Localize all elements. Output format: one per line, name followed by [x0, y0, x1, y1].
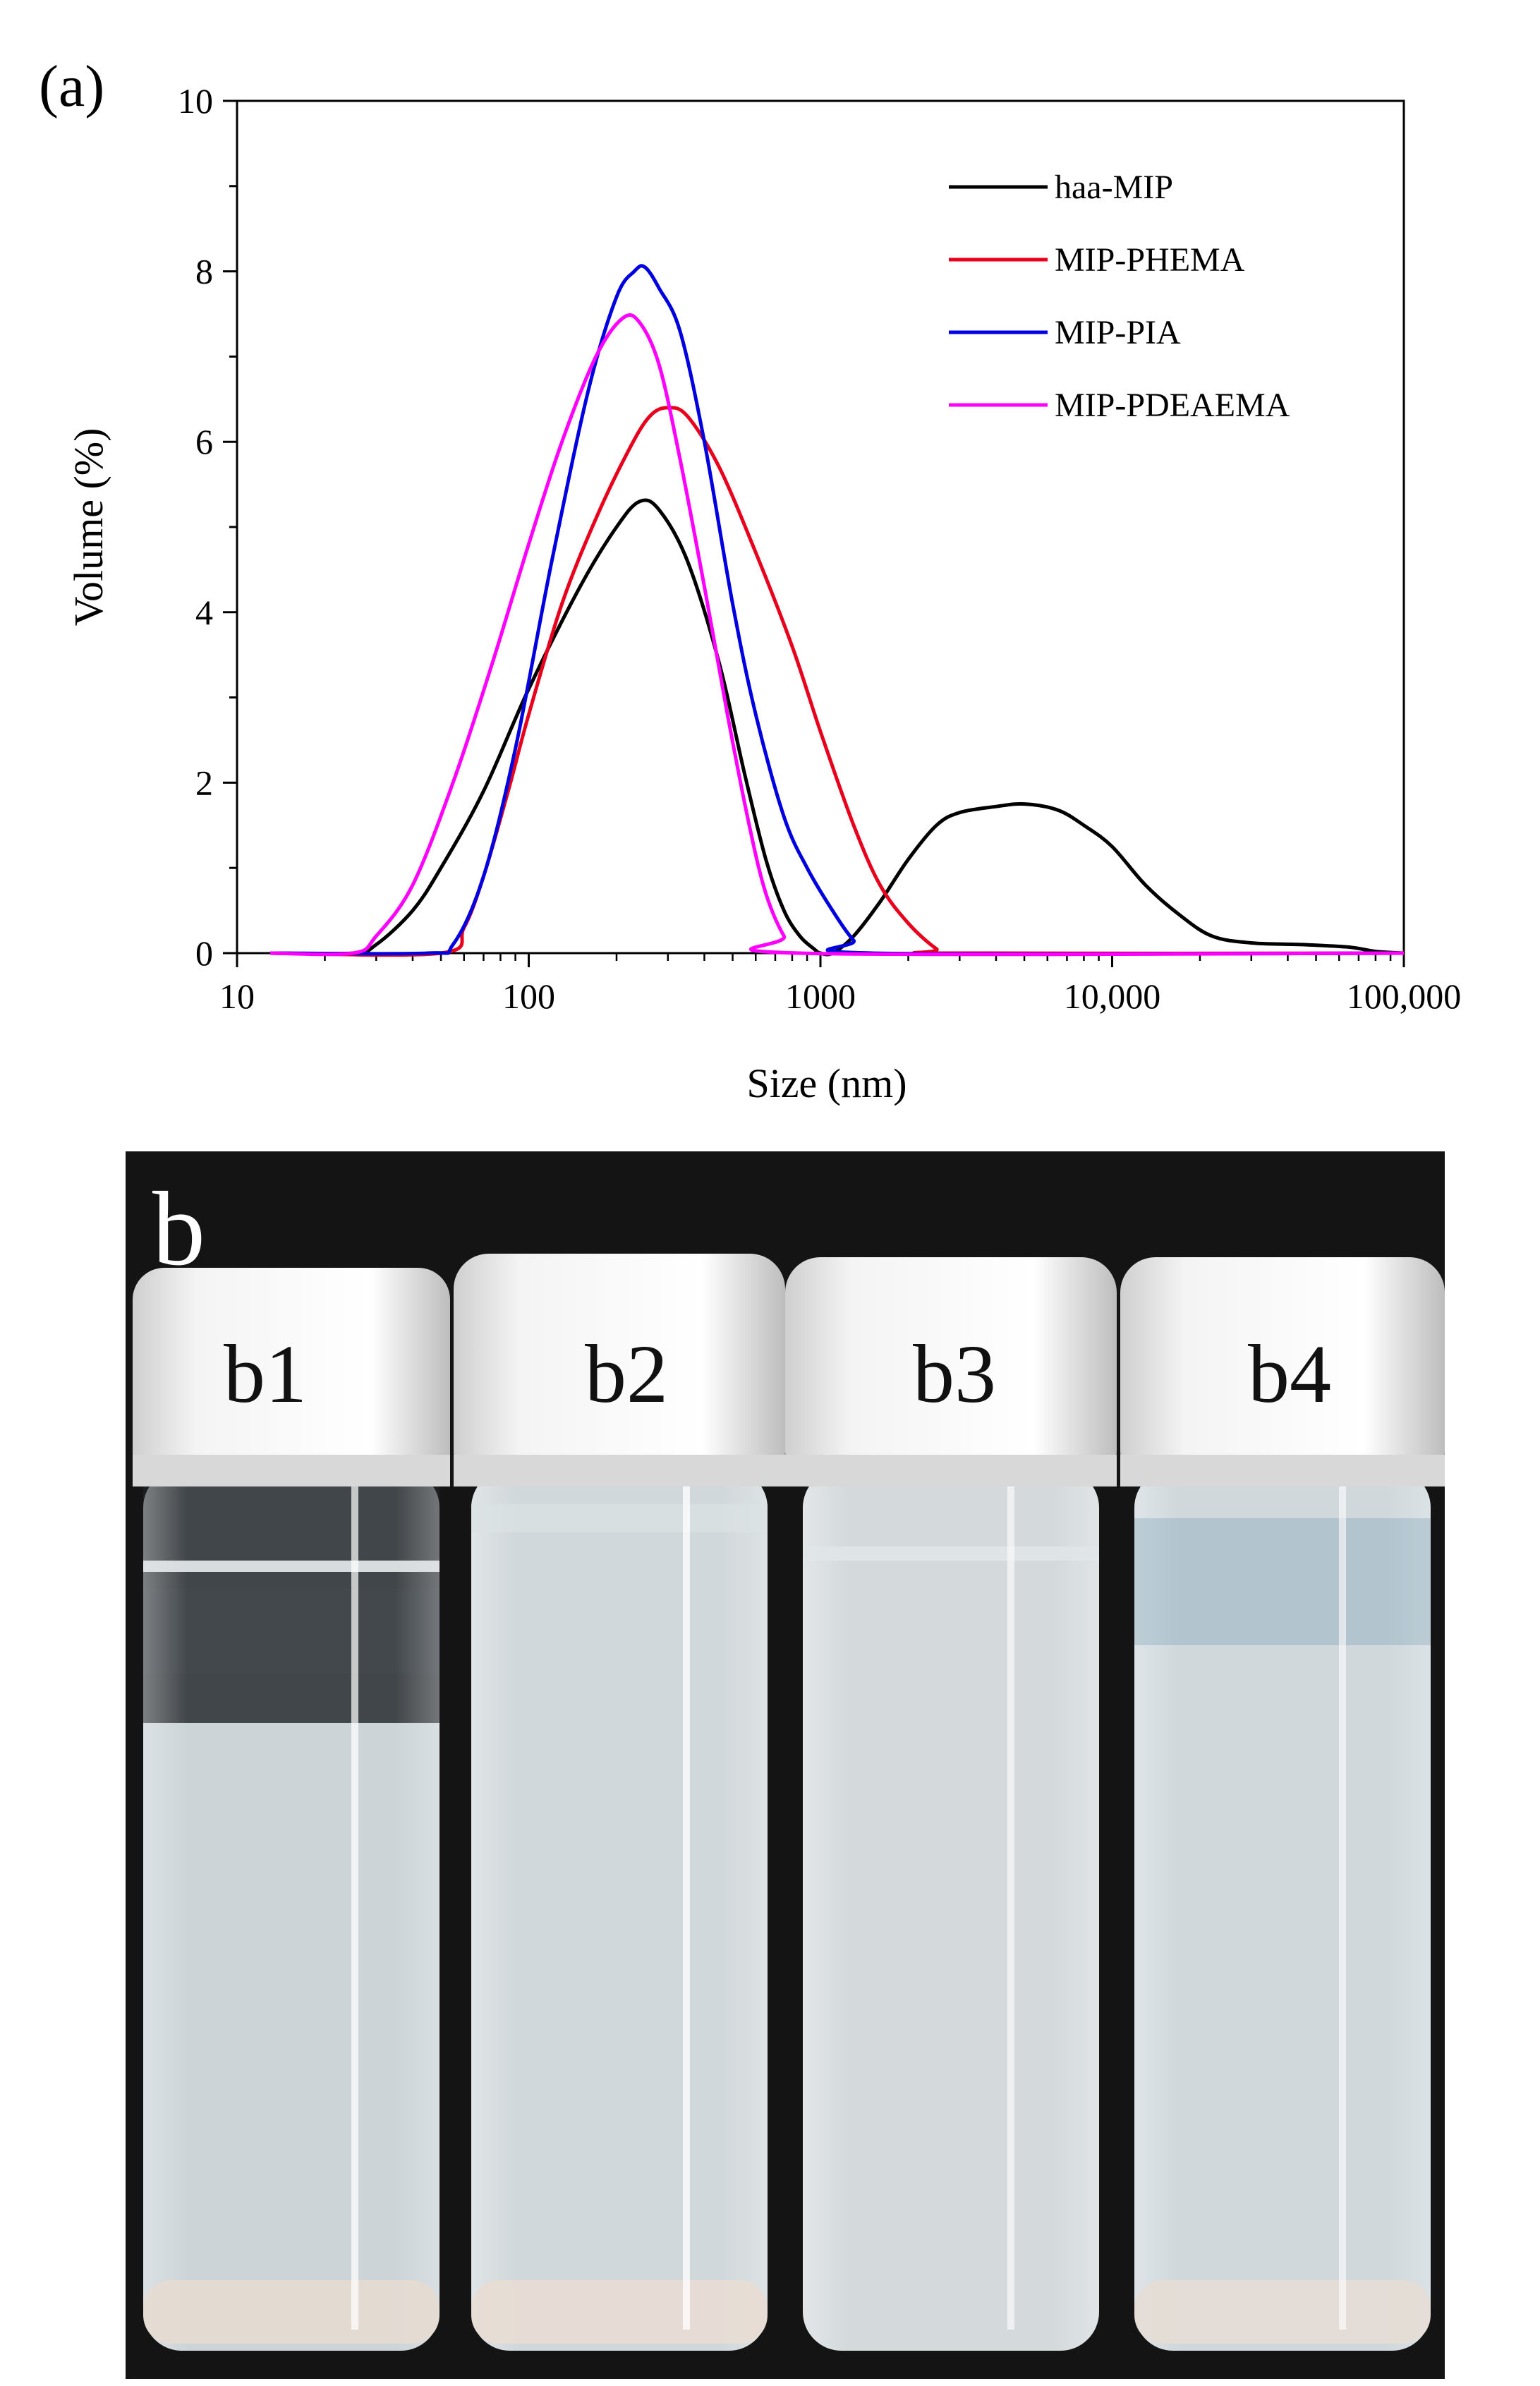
y-tick-label: 6 — [195, 422, 213, 461]
series-line-1 — [270, 406, 1405, 957]
y-axis-ticks: 0 2 4 6 8 10 — [178, 81, 237, 973]
x-tick-label: 100 — [502, 976, 555, 1016]
legend: haa-MIP MIP-PHEMA MIP-PIA MIP-PDEAEMA — [949, 169, 1290, 424]
panel-label-b: b — [152, 1170, 205, 1288]
y-tick-label: 8 — [195, 252, 213, 291]
vial-b1: b1 — [133, 1268, 450, 2351]
vial-label-b2: b2 — [585, 1328, 668, 1420]
vial-b4: b4 — [1120, 1257, 1445, 2351]
series-line-3 — [270, 313, 1405, 957]
x-axis-label: Size (nm) — [746, 1060, 907, 1106]
plot-frame — [236, 99, 1405, 955]
y-tick-label: 4 — [195, 593, 213, 632]
y-tick-label: 10 — [178, 81, 213, 121]
x-tick-label: 10,000 — [1064, 976, 1161, 1016]
series-line-0 — [270, 498, 1405, 957]
panel-label-a: (a) — [39, 54, 104, 119]
y-axis-label: Volume (%) — [66, 428, 111, 626]
legend-label: haa-MIP — [1055, 169, 1173, 206]
vial-b3: b3 — [785, 1257, 1117, 2351]
series-line-2 — [270, 264, 1405, 956]
x-tick-label: 1000 — [785, 976, 856, 1016]
vial-label-b4: b4 — [1248, 1328, 1331, 1420]
vial-label-b1: b1 — [224, 1328, 307, 1420]
size-distribution-chart: (a) 0 2 4 6 8 10 10 100 1000 10,000 100,000 haa-M… — [39, 54, 1461, 1106]
x-tick-label: 100,000 — [1347, 976, 1462, 1016]
vial-b2: b2 — [454, 1254, 785, 2351]
x-axis-ticks: 10 100 1000 10,000 100,000 — [219, 953, 1461, 1016]
legend-label: MIP-PIA — [1055, 314, 1181, 351]
legend-label: MIP-PHEMA — [1055, 241, 1245, 279]
vial-label-b3: b3 — [913, 1328, 996, 1420]
legend-label: MIP-PDEAEMA — [1055, 387, 1290, 424]
y-tick-label: 0 — [195, 933, 213, 973]
series-lines — [270, 264, 1405, 957]
x-tick-label: 10 — [219, 976, 255, 1016]
vial-photo-panel: b1 b2 b3 — [126, 1151, 1445, 2379]
y-tick-label: 2 — [195, 763, 213, 802]
